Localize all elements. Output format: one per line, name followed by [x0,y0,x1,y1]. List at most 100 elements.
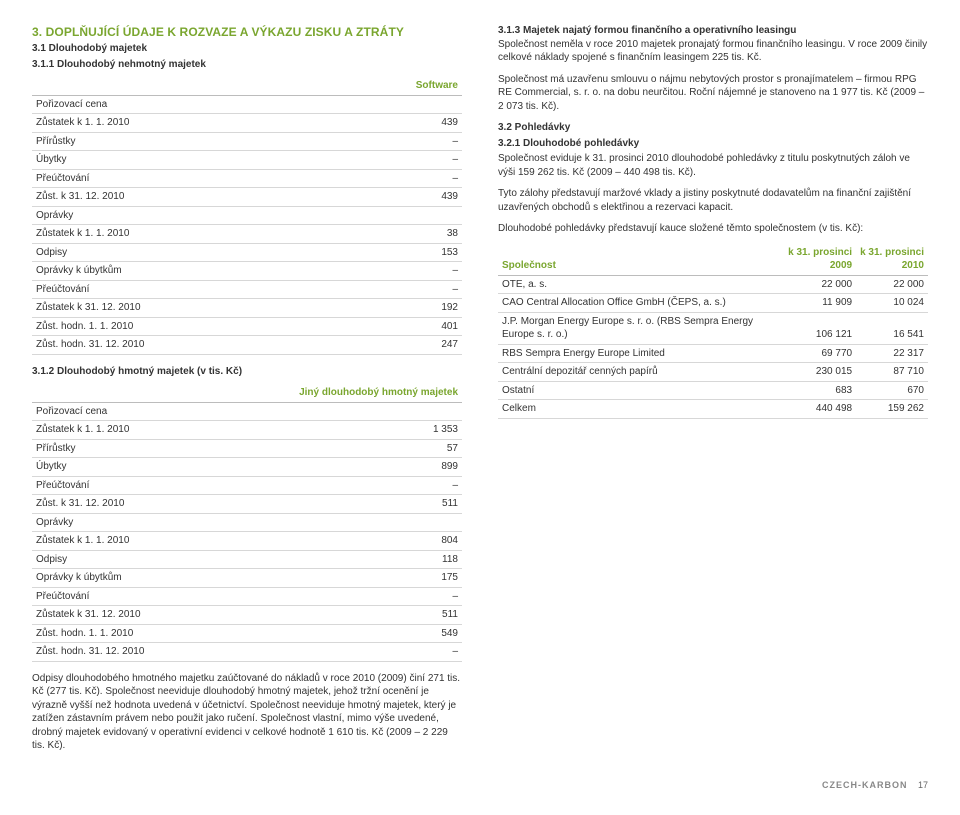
table-row: Celkem 440 498 159 262 [498,400,928,419]
sub-3-1-3-title: 3.1.3 Majetek najatý formou finančního a… [498,25,796,36]
cell-label: Úbytky [32,458,209,477]
table-row: Zůst. hodn. 31. 12. 2010 247 [32,336,462,355]
cell-2010: 87 710 [856,363,928,382]
cell-value: 175 [209,569,462,588]
table-row: Ostatní 683 670 [498,381,928,400]
cell-value [209,402,462,421]
table-row: Zůstatek k 1. 1. 2010 439 [32,114,462,133]
cell-label: Přeúčtování [32,587,209,606]
cell-label: Oprávky k úbytkům [32,262,332,281]
cell-company: Celkem [498,400,784,419]
cell-value: – [332,151,462,170]
cell-value: – [209,587,462,606]
cell-label: Pořizovací cena [32,402,209,421]
cell-2010: 10 024 [856,294,928,313]
para-receivables-2: Tyto zálohy představují maržové vklady a… [498,187,928,214]
cell-2009: 230 015 [784,363,856,382]
sub-3-1-1: 3.1.1 Dlouhodobý nehmotný majetek [32,58,462,72]
table-row: Zůst. k 31. 12. 2010 439 [32,188,462,207]
table-row: Zůstatek k 1. 1. 2010 38 [32,225,462,244]
cell-label: Přeúčtování [32,169,332,188]
cell-value: 549 [209,624,462,643]
table-row: RBS Sempra Energy Europe Limited 69 770 … [498,344,928,363]
cell-company: RBS Sempra Energy Europe Limited [498,344,784,363]
cell-value: – [332,132,462,151]
table-row: Úbytky 899 [32,458,462,477]
th-blank [32,384,209,402]
cell-value: – [332,169,462,188]
cell-value: 511 [209,495,462,514]
cell-label: Přeúčtování [32,476,209,495]
sub-3-2: 3.2 Pohledávky [498,121,928,135]
para-receivables-3: Dlouhodobé pohledávky představují kauce … [498,222,928,236]
cell-label: Oprávky [32,206,332,225]
cell-2009: 69 770 [784,344,856,363]
section-title: 3. DOPLŇUJÍCÍ ÚDAJE K ROZVAZE A VÝKAZU Z… [32,24,462,40]
page-footer: CZECH-KARBON 17 [32,779,928,791]
cell-company: OTE, a. s. [498,275,784,294]
cell-value: – [332,280,462,299]
th-software: Software [332,77,462,95]
table-tangible-assets: Jiný dlouhodobý hmotný majetek Pořizovac… [32,384,462,662]
cell-label: Přírůstky [32,439,209,458]
cell-value: 118 [209,550,462,569]
cell-label: Přírůstky [32,132,332,151]
table-row: Přeúčtování – [32,169,462,188]
para-receivables-1: Společnost eviduje k 31. prosinci 2010 d… [498,152,928,179]
cell-label: Zůst. hodn. 31. 12. 2010 [32,643,209,662]
cell-label: Odpisy [32,243,332,262]
table-row: Oprávky [32,206,462,225]
table-row: Přeúčtování – [32,476,462,495]
cell-label: Pořizovací cena [32,95,332,114]
cell-label: Zůst. hodn. 31. 12. 2010 [32,336,332,355]
sub-3-1-3: 3.1.3 Majetek najatý formou finančního a… [498,24,928,65]
table-row: Oprávky k úbytkům – [32,262,462,281]
table-row: Přírůstky – [32,132,462,151]
cell-2009: 11 909 [784,294,856,313]
cell-company: Centrální depozitář cenných papírů [498,363,784,382]
table-row: Přeúčtování – [32,587,462,606]
cell-2009: 683 [784,381,856,400]
footer-page-number: 17 [918,780,928,790]
cell-label: Úbytky [32,151,332,170]
table-row: Zůst. hodn. 1. 1. 2010 401 [32,317,462,336]
cell-value: 401 [332,317,462,336]
table-row: J.P. Morgan Energy Europe s. r. o. (RBS … [498,312,928,344]
table-row: CAO Central Allocation Office GmbH (ČEPS… [498,294,928,313]
cell-2009: 440 498 [784,400,856,419]
cell-value [332,95,462,114]
tbody-t3: OTE, a. s. 22 000 22 000 CAO Central All… [498,275,928,418]
cell-company: Ostatní [498,381,784,400]
table-row: Odpisy 118 [32,550,462,569]
cell-label: Zůstatek k 1. 1. 2010 [32,421,209,440]
left-column: 3. DOPLŇUJÍCÍ ÚDAJE K ROZVAZE A VÝKAZU Z… [32,24,462,761]
footnote-depreciation: Odpisy dlouhodobého hmotného majetku zaú… [32,672,462,753]
cell-value: 153 [332,243,462,262]
cell-value: – [209,476,462,495]
cell-label: Zůstatek k 1. 1. 2010 [32,225,332,244]
cell-2010: 22 000 [856,275,928,294]
cell-value: 57 [209,439,462,458]
cell-label: Zůst. hodn. 1. 1. 2010 [32,317,332,336]
cell-company: CAO Central Allocation Office GmbH (ČEPS… [498,294,784,313]
tbody-t1: Pořizovací cena Zůstatek k 1. 1. 2010 43… [32,95,462,354]
table-row: Oprávky [32,513,462,532]
table-row: Zůstatek k 31. 12. 2010 192 [32,299,462,318]
cell-label: Přeúčtování [32,280,332,299]
th-company: Společnost [498,244,784,276]
table-row: OTE, a. s. 22 000 22 000 [498,275,928,294]
th-2009: k 31. prosinci2009 [784,244,856,276]
cell-label: Odpisy [32,550,209,569]
table-row: Odpisy 153 [32,243,462,262]
cell-label: Zůst. hodn. 1. 1. 2010 [32,624,209,643]
sub-3-2-1: 3.2.1 Dlouhodobé pohledávky [498,137,928,151]
cell-2010: 159 262 [856,400,928,419]
table-intangible-assets: Software Pořizovací cena Zůstatek k 1. 1… [32,77,462,355]
cell-label: Oprávky k úbytkům [32,569,209,588]
cell-value: 247 [332,336,462,355]
sub-3-1-3-text: Společnost neměla v roce 2010 majetek pr… [498,39,927,64]
cell-value: – [332,262,462,281]
table-row: Centrální depozitář cenných papírů 230 0… [498,363,928,382]
cell-value: 439 [332,114,462,133]
table-row: Oprávky k úbytkům 175 [32,569,462,588]
